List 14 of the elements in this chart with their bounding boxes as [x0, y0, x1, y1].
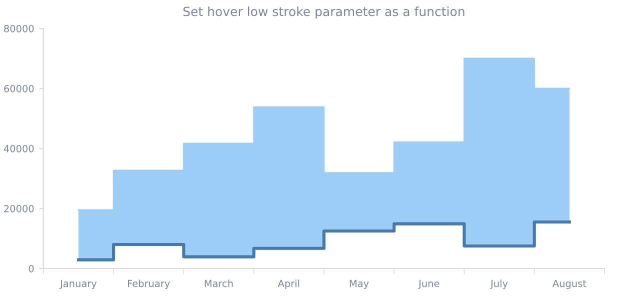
x-tick-label: May — [350, 280, 369, 290]
y-tick-label: 40000 — [4, 144, 34, 152]
x-tick-label: July — [490, 280, 508, 290]
x-tick-label: April — [278, 280, 300, 290]
x-tick-label: February — [128, 280, 170, 290]
y-tick-label: 80000 — [4, 24, 34, 32]
x-tick-label: March — [204, 280, 233, 288]
y-tick-label: 20000 — [4, 204, 34, 212]
chart-title: Set hover low stroke parameter as a function — [183, 6, 464, 19]
x-tick-label: June — [418, 280, 440, 289]
x-tick-label: August — [552, 280, 586, 290]
y-tick-label: 60000 — [4, 84, 34, 92]
x-tick-label: January — [60, 280, 97, 290]
y-tick-label: 0 — [28, 264, 34, 272]
